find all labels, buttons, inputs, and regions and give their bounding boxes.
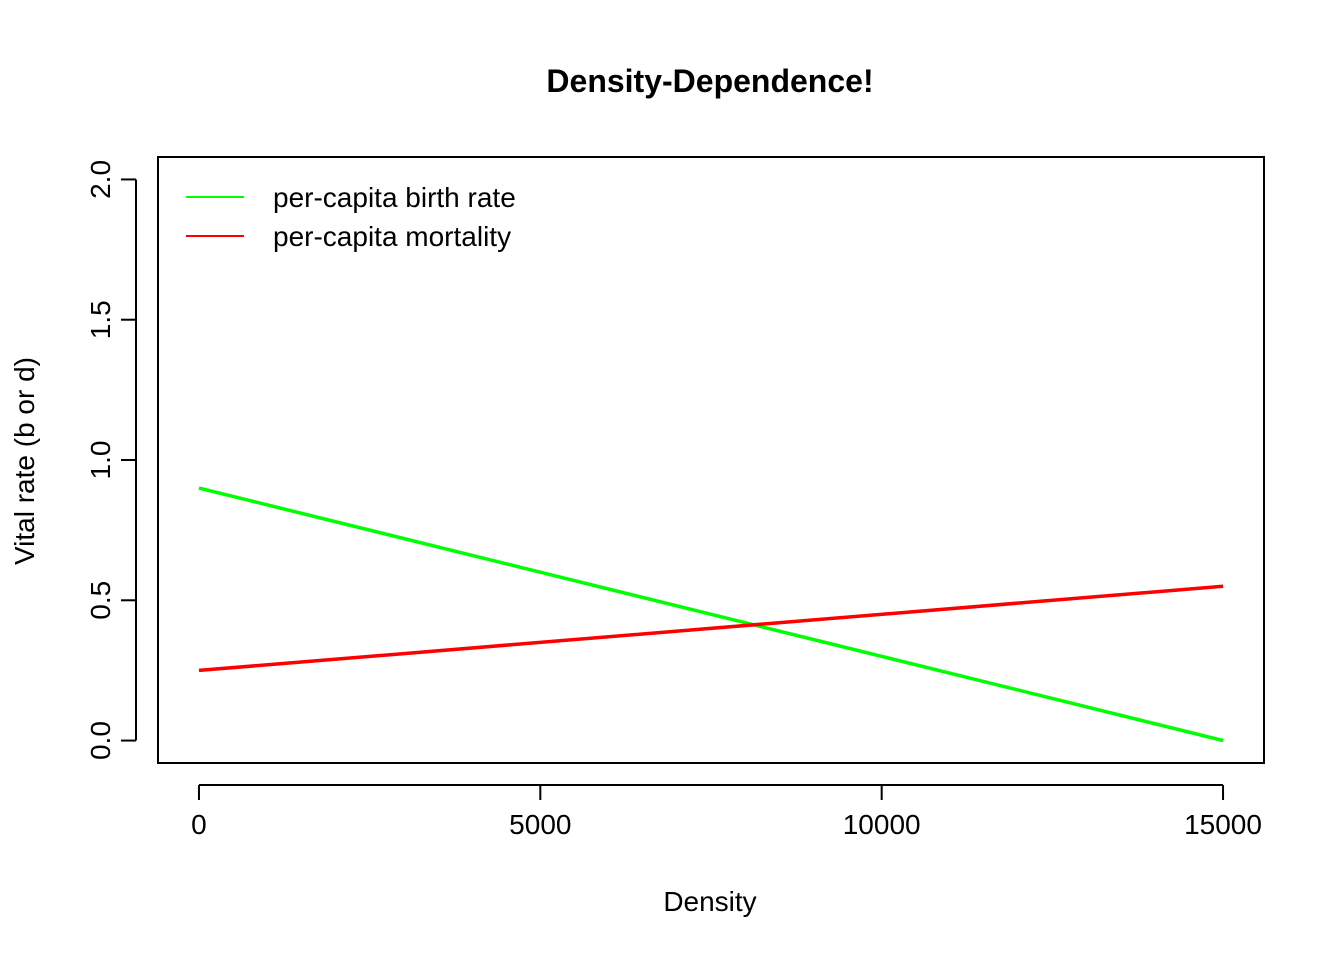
y-axis-label: Vital rate (b or d): [9, 357, 40, 565]
y-tick-label: 2.0: [85, 160, 116, 199]
series-line: [198, 486, 1224, 743]
plot-area-frame: [157, 156, 1265, 764]
y-axis: 0.0 0.5 1.0 1.5 2.0: [85, 160, 137, 760]
x-axis: 0 5000 10000 15000: [191, 784, 1262, 840]
x-tick-label: 0: [191, 809, 207, 840]
x-tick-label: 15000: [1184, 809, 1262, 840]
legend: per-capita birth rate per-capita mortalit…: [186, 182, 516, 252]
chart-title: Density-Dependence!: [546, 63, 873, 99]
legend-label: per-capita mortality: [273, 221, 511, 252]
y-tick-label: 0.0: [85, 721, 116, 760]
legend-label: per-capita birth rate: [273, 182, 516, 213]
legend-item: per-capita birth rate: [186, 182, 516, 213]
y-tick-label: 1.5: [85, 300, 116, 339]
series-layer: [198, 486, 1224, 743]
y-tick-label: 1.0: [85, 441, 116, 480]
x-tick-label: 10000: [843, 809, 921, 840]
legend-item: per-capita mortality: [186, 221, 511, 252]
y-tick-label: 0.5: [85, 581, 116, 620]
x-axis-label: Density: [663, 886, 756, 917]
x-tick-label: 5000: [509, 809, 571, 840]
series-line: [198, 584, 1224, 673]
